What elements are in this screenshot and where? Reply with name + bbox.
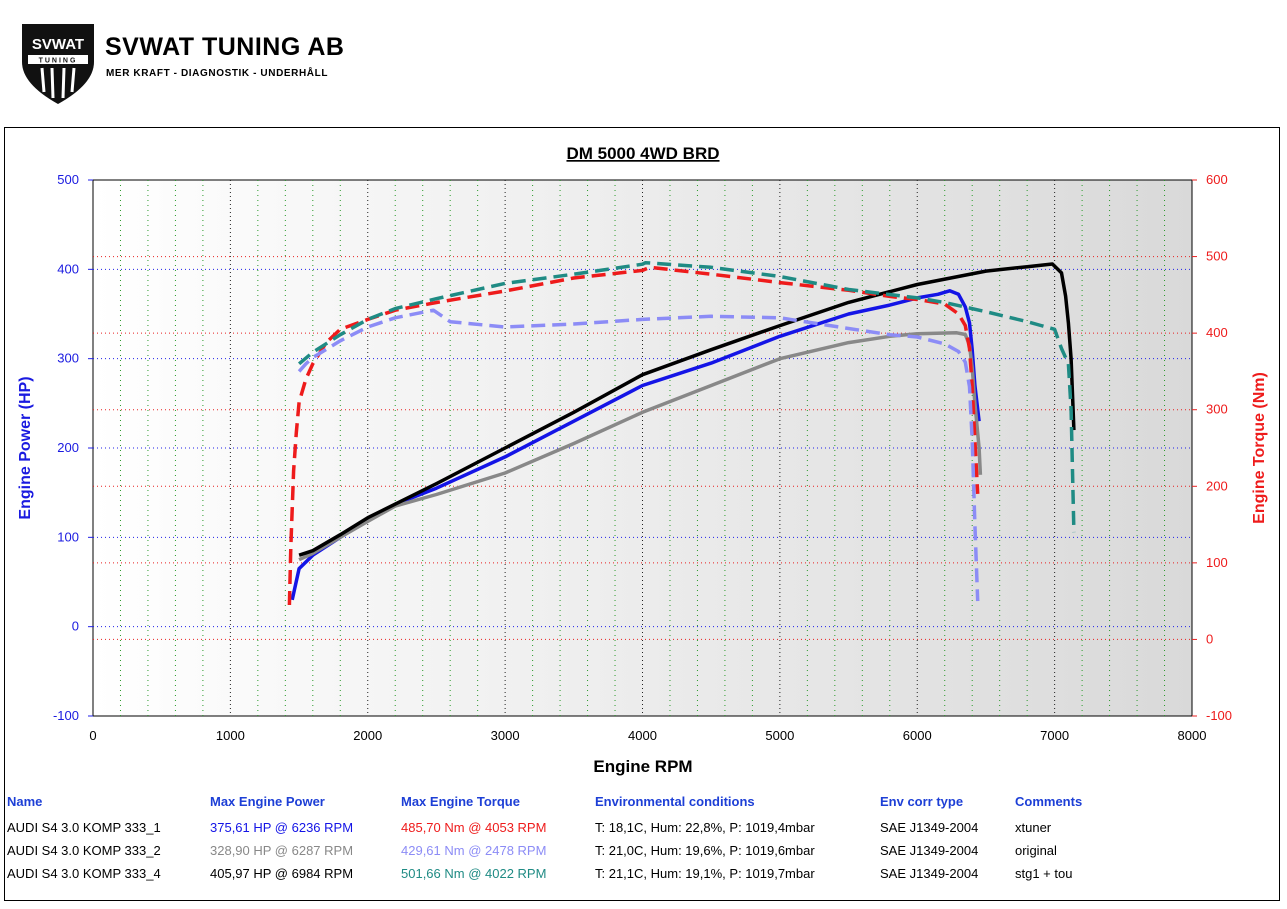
- brand-logo: SVWAT TUNING: [18, 22, 358, 106]
- x-tick-label: 4000: [628, 728, 657, 743]
- row2-corr: SAE J1349-2004: [880, 843, 979, 858]
- tick-labels: 0 1000 2000 3000 4000 5000 6000 7000 80005004003…: [53, 172, 1232, 743]
- row3-comment: stg1 + tou: [1015, 866, 1073, 881]
- logo-subtext: TUNING: [39, 58, 78, 65]
- dyno-chart: DM 5000 4WD BRD 0 1000 2000 3000 4000 5000 600…: [17, 144, 1268, 776]
- y-axis-right-label: Engine Torque (Nm): [1251, 372, 1268, 524]
- x-tick-label: 7000: [1040, 728, 1069, 743]
- y-right-tick-label: 100: [1206, 555, 1228, 570]
- y-left-tick-label: 0: [72, 619, 79, 634]
- row2-torque: 429,61 Nm @ 2478 RPM: [401, 843, 547, 858]
- row2-name: AUDI S4 3.0 KOMP 333_2: [7, 843, 161, 858]
- row3-torque: 501,66 Nm @ 4022 RPM: [401, 866, 547, 881]
- row1-corr: SAE J1349-2004: [880, 820, 979, 835]
- y-left-tick-label: 300: [57, 351, 79, 366]
- header-power: Max Engine Power: [210, 794, 325, 809]
- y-right-tick-label: 600: [1206, 172, 1228, 187]
- header-comments: Comments: [1015, 794, 1083, 809]
- header-torque: Max Engine Torque: [401, 794, 520, 809]
- row3-power: 405,97 HP @ 6984 RPM: [210, 866, 354, 881]
- header-env: Environmental conditions: [595, 794, 755, 809]
- y-axis-left-label: Engine Power (HP): [17, 376, 34, 519]
- y-right-tick-label: 200: [1206, 478, 1228, 493]
- row3-env: T: 21,1C, Hum: 19,1%, P: 1019,7mbar: [595, 866, 815, 881]
- header-name: Name: [7, 794, 43, 809]
- shield-logo-icon: SVWAT TUNING: [22, 24, 94, 104]
- y-left-tick-label: -100: [53, 708, 79, 723]
- x-tick-label: 1000: [216, 728, 245, 743]
- row2-comment: original: [1015, 843, 1057, 858]
- row3-name: AUDI S4 3.0 KOMP 333_4: [7, 866, 161, 881]
- x-tick-label: 6000: [903, 728, 932, 743]
- series-line-5: [297, 308, 980, 602]
- x-tick-label: 3000: [491, 728, 520, 743]
- brand-tagline: MER KRAFT - DIAGNOSTIK - UNDERHÅLL: [106, 68, 329, 79]
- y-left-tick-label: 200: [57, 440, 79, 455]
- row1-torque: 485,70 Nm @ 4053 RPM: [401, 820, 547, 835]
- series-line-6: [297, 260, 1076, 533]
- y-right-tick-label: 0: [1206, 631, 1213, 646]
- series-line-4: [287, 265, 980, 606]
- legend-table: Name Max Engine Power Max Engine Torque …: [0, 787, 1287, 902]
- x-tick-label: 2000: [353, 728, 382, 743]
- row1-env: T: 18,1C, Hum: 22,8%, P: 1019,4mbar: [595, 820, 815, 835]
- logo-text: SVWAT: [32, 36, 84, 53]
- row1-power: 375,61 HP @ 6236 RPM: [210, 820, 354, 835]
- chart-frame: [4, 127, 1280, 901]
- y-left-tick-label: 100: [57, 529, 79, 544]
- row2-env: T: 21,0C, Hum: 19,6%, P: 1019,6mbar: [595, 843, 815, 858]
- series-group: [287, 260, 1076, 606]
- chart-title: DM 5000 4WD BRD: [566, 144, 719, 163]
- row2-power: 328,90 HP @ 6287 RPM: [210, 843, 354, 858]
- y-left-tick-label: 500: [57, 172, 79, 187]
- x-tick-label: 5000: [765, 728, 794, 743]
- y-right-tick-label: 400: [1206, 325, 1228, 340]
- y-right-tick-label: 300: [1206, 402, 1228, 417]
- header-corr: Env corr type: [880, 794, 964, 809]
- y-left-tick-label: 400: [57, 261, 79, 276]
- row3-corr: SAE J1349-2004: [880, 866, 979, 881]
- y-right-tick-label: 500: [1206, 249, 1228, 264]
- x-tick-label: 8000: [1178, 728, 1207, 743]
- y-right-tick-label: -100: [1206, 708, 1232, 723]
- row1-name: AUDI S4 3.0 KOMP 333_1: [7, 820, 161, 835]
- series-line-3: [298, 262, 1076, 557]
- x-axis-label: Engine RPM: [593, 757, 692, 776]
- x-tick-label: 0: [89, 728, 96, 743]
- row1-comment: xtuner: [1015, 820, 1052, 835]
- brand-name: SVWAT TUNING AB: [105, 33, 345, 61]
